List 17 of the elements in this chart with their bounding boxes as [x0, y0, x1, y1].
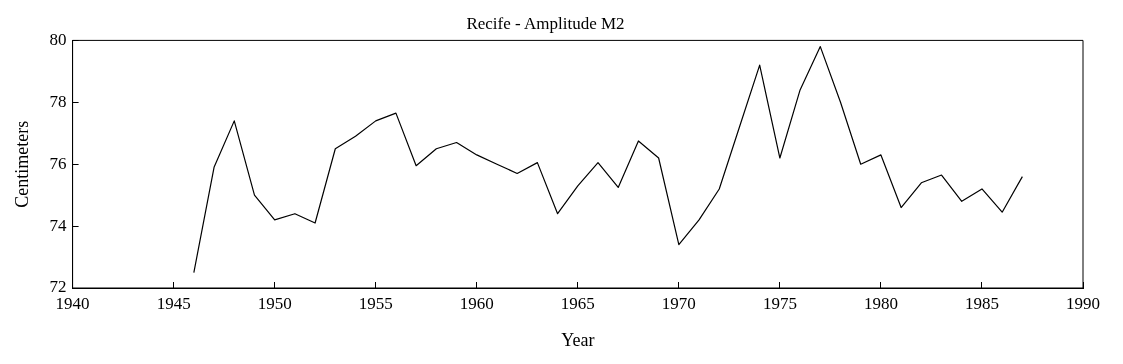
x-tick-label: 1950	[257, 293, 292, 313]
x-tick-label: 1955	[358, 293, 393, 313]
x-tick-label: 1985	[964, 293, 999, 313]
x-tick-label: 1945	[156, 293, 191, 313]
y-tick-label: 78	[49, 91, 67, 111]
x-tick-label: 1990	[1066, 293, 1100, 313]
x-tick-label: 1980	[863, 293, 898, 313]
y-tick-label: 76	[49, 153, 67, 173]
x-tick-label: 1975	[762, 293, 797, 313]
x-tick-label: 1965	[560, 293, 595, 313]
y-tick-label: 80	[49, 29, 67, 49]
x-tick-label: 1960	[459, 293, 494, 313]
y-tick-label: 74	[49, 215, 68, 235]
x-tick-label: 1970	[661, 293, 696, 313]
chart-title: Recife - Amplitude M2	[466, 13, 625, 33]
x-axis-title: Year	[561, 329, 595, 350]
y-axis-title: Centimeters	[11, 120, 32, 208]
